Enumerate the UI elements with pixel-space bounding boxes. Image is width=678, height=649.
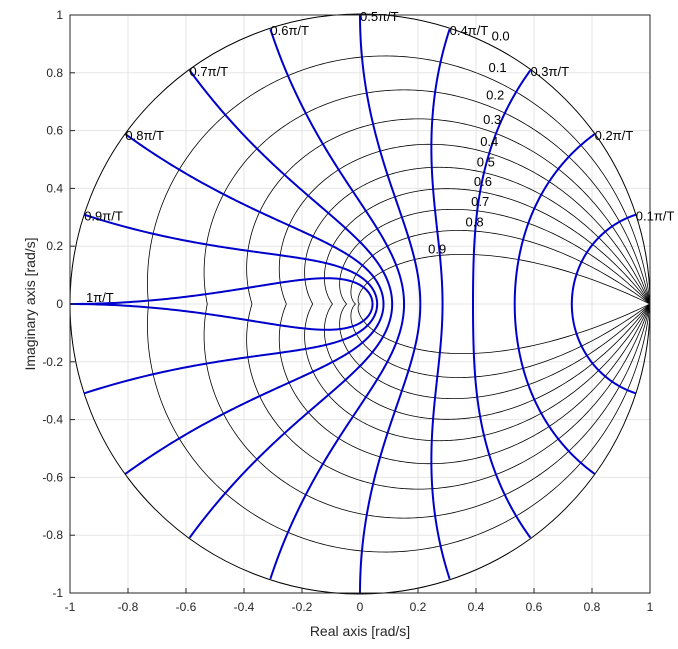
y-axis-title: Imaginary axis [rad/s] [22,237,38,370]
x-tick-label: 0.6 [526,600,543,614]
damping-curve-upper [278,143,651,305]
damping-curve-lower [350,303,651,378]
x-tick-label: -0.6 [176,600,197,614]
frequency-curve-upper [69,277,374,305]
damping-curve-upper [246,118,651,305]
x-tick-label: 0.2 [410,600,427,614]
frequency-label: 0.3π/T [530,64,569,79]
damping-label: 0.6 [474,174,492,189]
x-tick-label: 0.4 [468,600,485,614]
frequency-curve-lower [83,304,379,395]
frequency-label: 0.4π/T [450,23,489,38]
frequency-curve-lower [472,304,532,539]
y-tick-label: -0.4 [42,413,63,427]
frequency-label: 0.2π/T [595,128,634,143]
damping-label: 0.7 [471,194,489,209]
frequency-curve-lower [513,304,596,475]
frequency-curve-lower [69,303,374,331]
x-ticks: -1 -0.8 -0.6 -0.4 -0.2 0 0.2 0.4 0.6 0.8 1 [65,588,654,614]
frequency-label: 0.6π/T [270,23,309,38]
x-tick-label: -0.2 [292,600,313,614]
y-tick-label: 0.6 [46,124,63,138]
damping-label: 0.4 [480,134,498,149]
y-tick-label: 0.4 [46,181,63,195]
damping-label: 0.3 [483,112,501,127]
x-tick-label: -1 [65,600,76,614]
frequency-curve-upper [570,213,637,304]
damping-label: 0.0 [492,28,510,43]
frequency-curves [69,14,637,594]
damping-curve-lower [357,303,651,355]
damping-curve-lower [203,303,651,519]
damping-curve-lower [147,303,651,553]
frequency-curve-upper [513,133,596,304]
frequency-curve-lower [430,304,451,580]
frequency-curve-upper [472,69,532,304]
frequency-curve-lower [359,303,422,594]
frequency-curve-upper [188,69,394,304]
y-tick-label: -0.2 [42,355,63,369]
damping-label: 0.9 [428,242,446,257]
x-tick-label: -0.8 [118,600,139,614]
y-tick-label: 0.8 [46,66,63,80]
frequency-curve-lower [188,304,394,539]
damping-labels: 0.0 0.1 0.2 0.3 0.4 0.5 0.6 0.7 0.8 0.9 [428,28,510,256]
damping-curve-lower [278,303,651,465]
damping-curve-upper [203,89,651,305]
damping-curves [147,55,651,553]
frequency-curve-lower [269,304,406,580]
frequency-label: 1π/T [86,290,114,305]
y-tick-label: -0.6 [42,470,63,484]
frequency-curve-upper [430,28,451,304]
damping-label: 0.2 [486,88,504,103]
x-tick-label: 1 [647,600,654,614]
frequency-label: 0.9π/T [84,209,123,224]
damping-label: 0.8 [466,215,484,230]
frequency-label: 0.5π/T [360,9,399,24]
x-axis-title: Real axis [rad/s] [310,623,410,639]
x-tick-label: -0.4 [234,600,255,614]
y-tick-label: 0 [56,297,63,311]
y-ticks: 1 0.8 0.6 0.4 0.2 0 -0.2 -0.4 -0.6 -0.8 -1 [42,8,75,600]
frequency-labels: 0.1π/T 0.2π/T 0.3π/T 0.4π/T 0.5π/T 0.6π/T 0.7π… [84,9,674,305]
frequency-curve-upper [83,213,379,304]
damping-curve-upper [304,166,651,305]
damping-curve-upper [323,188,651,305]
frequency-curve-lower [570,304,637,395]
x-tick-label: 0.8 [584,600,601,614]
y-tick-label: -1 [52,586,63,600]
damping-curve-upper [357,253,651,305]
y-tick-label: 0.2 [46,239,63,253]
frequency-label: 0.8π/T [125,128,164,143]
frequency-label: 0.1π/T [636,209,675,224]
y-tick-label: 1 [56,8,63,22]
damping-label: 0.5 [477,154,495,169]
damping-curve-lower [323,303,651,420]
y-tick-label: -0.8 [42,528,63,542]
damping-label: 0.1 [489,60,507,75]
frequency-curve-lower [124,304,385,475]
x-tick-label: 0 [357,600,364,614]
frequency-curve-upper [124,133,385,304]
damping-curve-upper [350,230,651,305]
frequency-curve-upper [269,28,406,304]
damping-curve-lower [246,303,651,490]
damping-curve-lower [304,303,651,442]
frequency-label: 0.7π/T [190,64,229,79]
damping-curve-upper [147,55,651,305]
frequency-curve-upper [359,14,422,305]
